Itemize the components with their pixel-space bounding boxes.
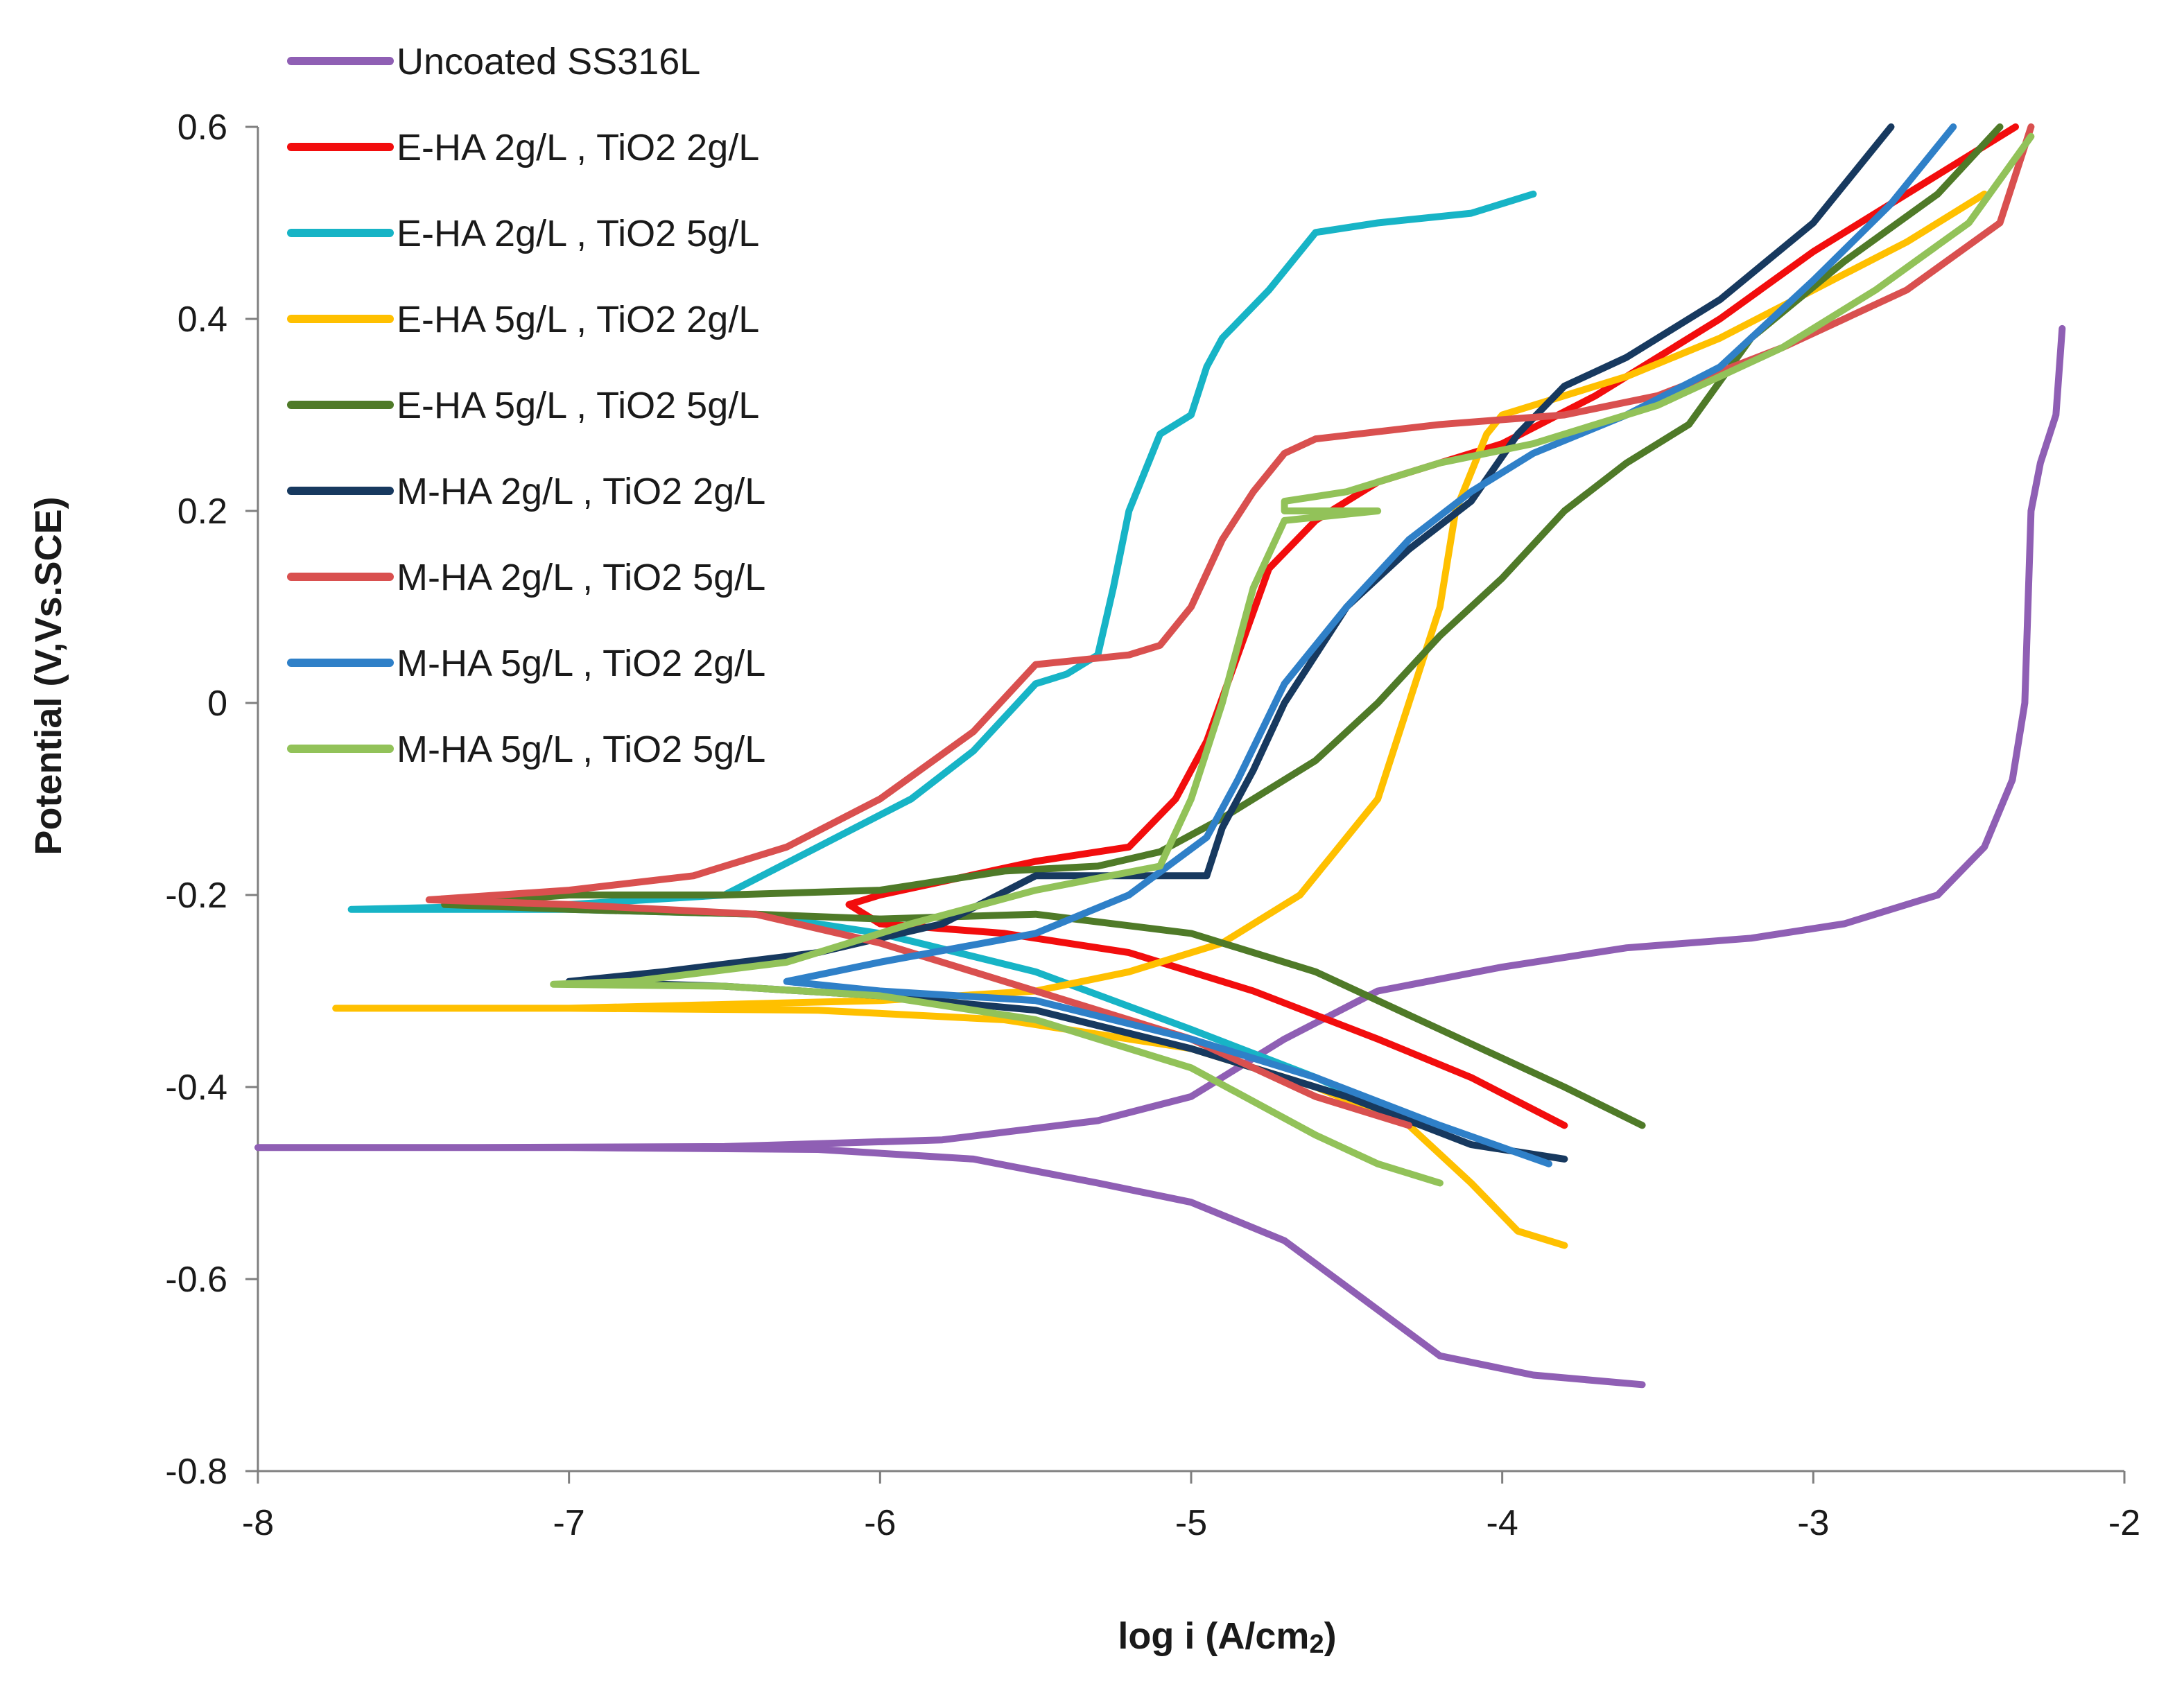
x-tick-label: -8 [242,1503,274,1543]
legend-label-7: M-HA 2g/L , TiO2 5g/L [397,557,765,598]
legend-label-2: E-HA 2g/L , TiO2 2g/L [397,127,759,168]
x-tick-label: -7 [553,1503,585,1543]
legend-label-1: Uncoated SS316L [397,41,700,82]
x-tick-label: -3 [1797,1503,1829,1543]
legend-label-4: E-HA 5g/L , TiO2 2g/L [397,299,759,340]
y-tick-label: -0.4 [165,1068,227,1108]
legend: Uncoated SS316L E-HA 2g/L , TiO2 2g/L E-HA… [287,41,765,770]
y-tick-label: 0.6 [177,107,227,148]
series-line-2 [845,123,2019,1129]
y-tick-label: 0.2 [177,492,227,532]
y-tick-label: -0.2 [165,876,227,916]
series-line-1 [254,324,2066,1389]
y-tick-label: -0.6 [165,1260,227,1300]
legend-label-5: E-HA 5g/L , TiO2 5g/L [397,385,759,426]
series-line-8 [783,123,1957,1167]
y-axis-title: Potential (V,Vs.SCE) [28,496,69,855]
x-axis-title-end: ) [1324,1615,1337,1657]
tick-labels: -0.8 -0.6 -0.4 -0.2 0 0.2 0.4 0.6 -8 -7 -6 -5 -4 -3 -2 [165,107,2140,1543]
legend-label-9: M-HA 5g/L , TiO2 5g/L [397,729,765,770]
x-tick-label: -2 [2108,1503,2140,1543]
axes-frame [245,125,2126,1484]
legend-label-8: M-HA 5g/L , TiO2 2g/L [397,643,765,684]
y-tick-label: -0.8 [165,1452,227,1492]
x-tick-label: -6 [864,1503,896,1543]
y-tick-label: 0 [207,684,227,724]
legend-label-6: M-HA 2g/L , TiO2 2g/L [397,471,765,512]
x-tick-label: -4 [1487,1503,1518,1543]
x-axis-title: log i (A/cm2) [1118,1615,1336,1659]
legend-label-3: E-HA 2g/L , TiO2 5g/L [397,213,759,254]
series-line-3 [347,190,1537,1129]
y-tick-label: 0.4 [177,299,227,340]
series-line-5 [441,123,2004,1129]
series-line-7 [425,123,2035,1129]
x-axis-title-main: log i (A/cm [1118,1615,1309,1657]
x-axis-title-sub: 2 [1309,1630,1324,1659]
series-line-9 [550,132,2035,1187]
x-tick-label: -5 [1175,1503,1207,1543]
series-line-6 [565,123,1895,1163]
series-layer [254,123,2066,1389]
